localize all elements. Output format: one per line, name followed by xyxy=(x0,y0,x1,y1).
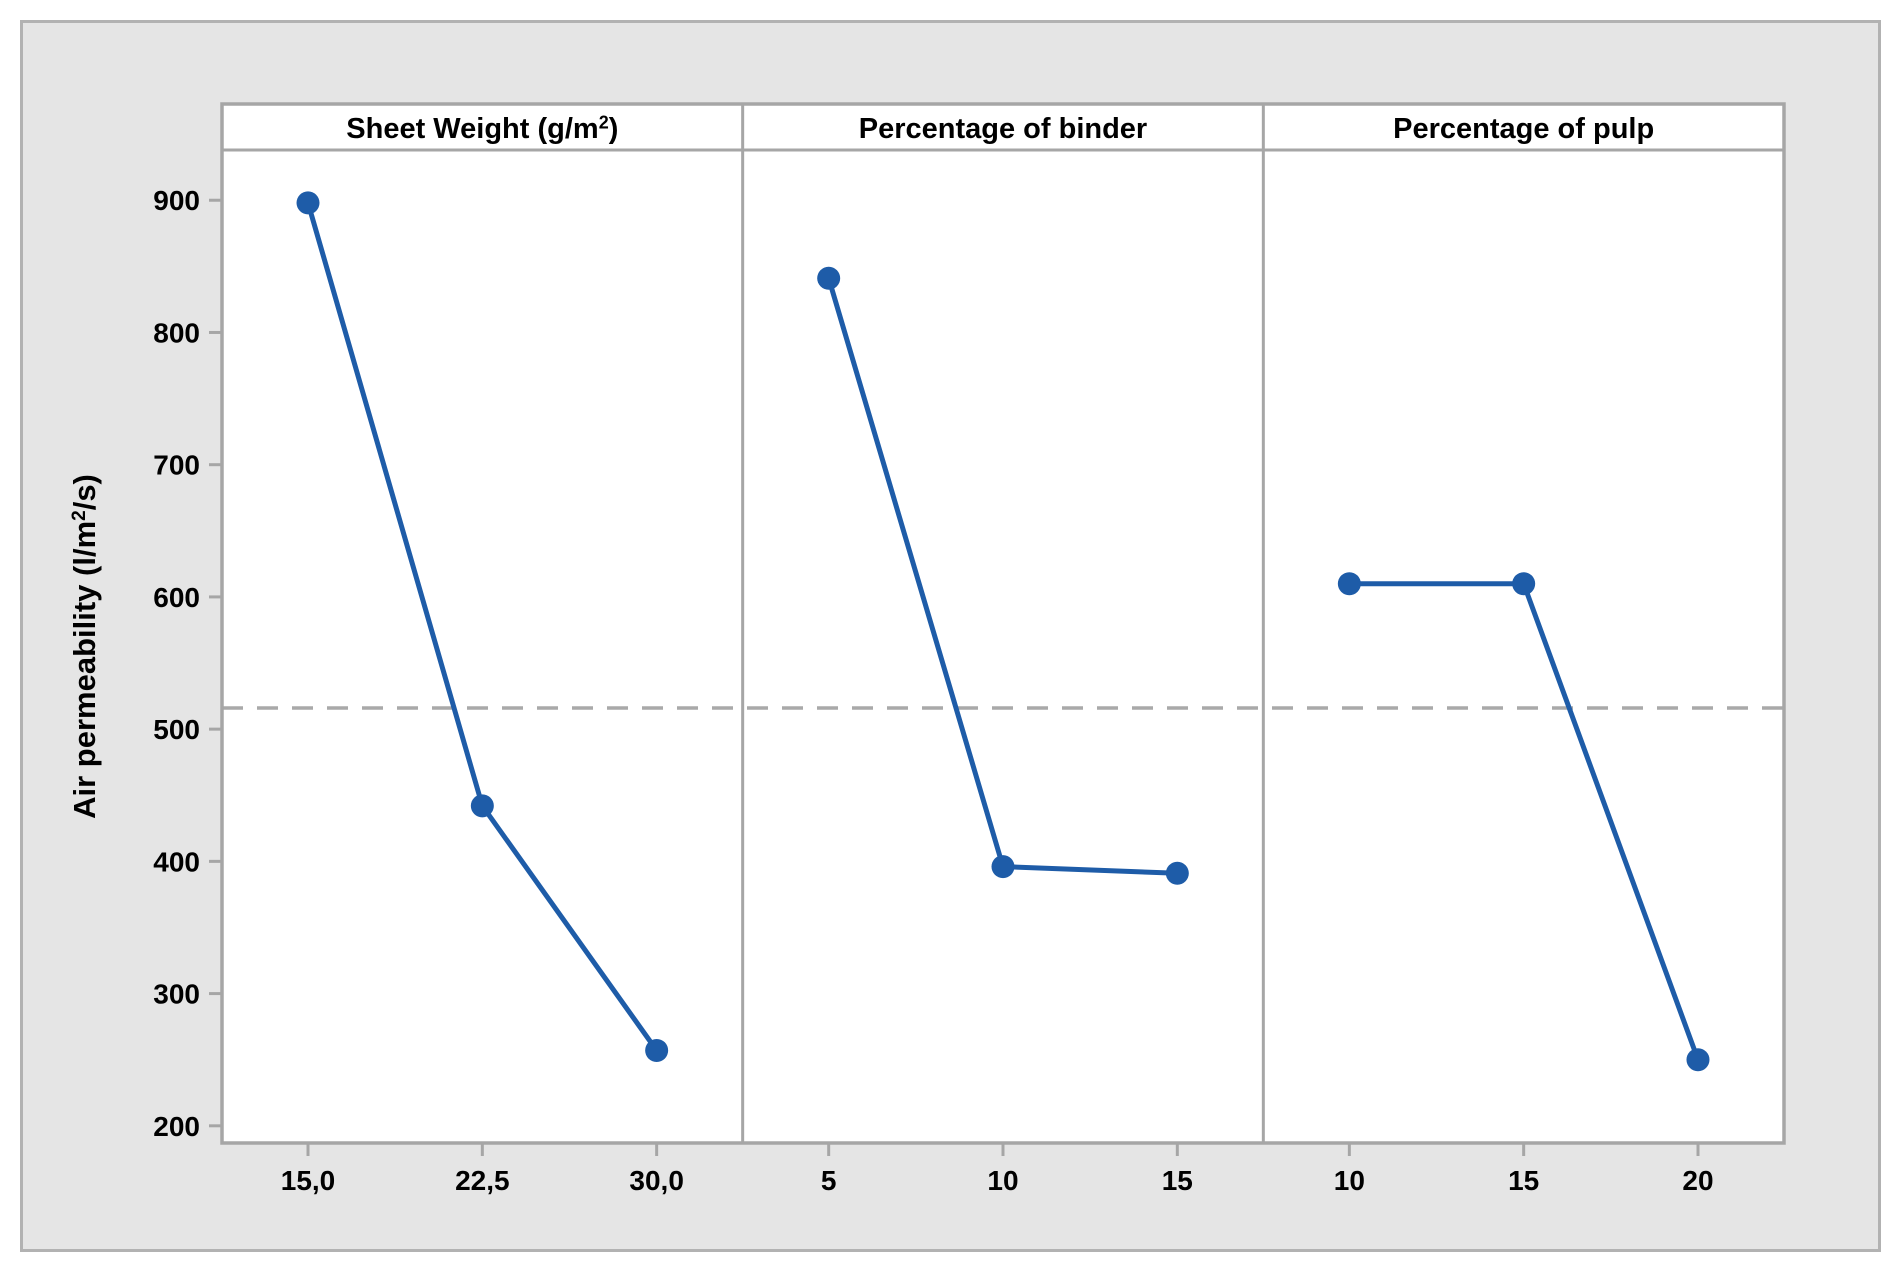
data-point xyxy=(645,1038,669,1062)
data-point xyxy=(1337,572,1361,596)
x-tick-label: 10 xyxy=(987,1165,1018,1196)
x-tick-label: 15 xyxy=(1508,1165,1539,1196)
y-tick-label: 700 xyxy=(153,450,200,481)
x-tick-label: 5 xyxy=(821,1165,837,1196)
panel-header: Sheet Weight (g/m2) xyxy=(346,112,618,145)
y-tick-label: 500 xyxy=(153,714,200,745)
data-point xyxy=(1165,861,1189,885)
data-point xyxy=(991,855,1015,879)
x-tick-label: 22,5 xyxy=(455,1165,510,1196)
data-point xyxy=(1686,1048,1710,1072)
x-tick-label: 10 xyxy=(1334,1165,1365,1196)
y-axis-label: Air permeability (l/m2/s) xyxy=(67,474,102,819)
x-tick-label: 15 xyxy=(1162,1165,1193,1196)
plot-background xyxy=(222,104,1784,1143)
y-tick-label: 300 xyxy=(153,979,200,1010)
panel-header: Percentage of binder xyxy=(859,113,1147,145)
data-point xyxy=(1512,572,1536,596)
x-tick-label: 15,0 xyxy=(281,1165,336,1196)
data-point xyxy=(470,794,494,818)
panel-header: Percentage of pulp xyxy=(1393,113,1654,145)
plot-frame xyxy=(220,102,1786,1145)
data-point xyxy=(296,191,320,215)
data-point xyxy=(817,266,841,290)
y-tick-label: 900 xyxy=(153,185,200,216)
x-tick-label: 20 xyxy=(1682,1165,1713,1196)
x-tick-label: 30,0 xyxy=(629,1165,684,1196)
y-tick-label: 200 xyxy=(153,1111,200,1142)
y-tick-label: 400 xyxy=(153,846,200,877)
y-tick-label: 600 xyxy=(153,582,200,613)
y-tick-label: 800 xyxy=(153,317,200,348)
